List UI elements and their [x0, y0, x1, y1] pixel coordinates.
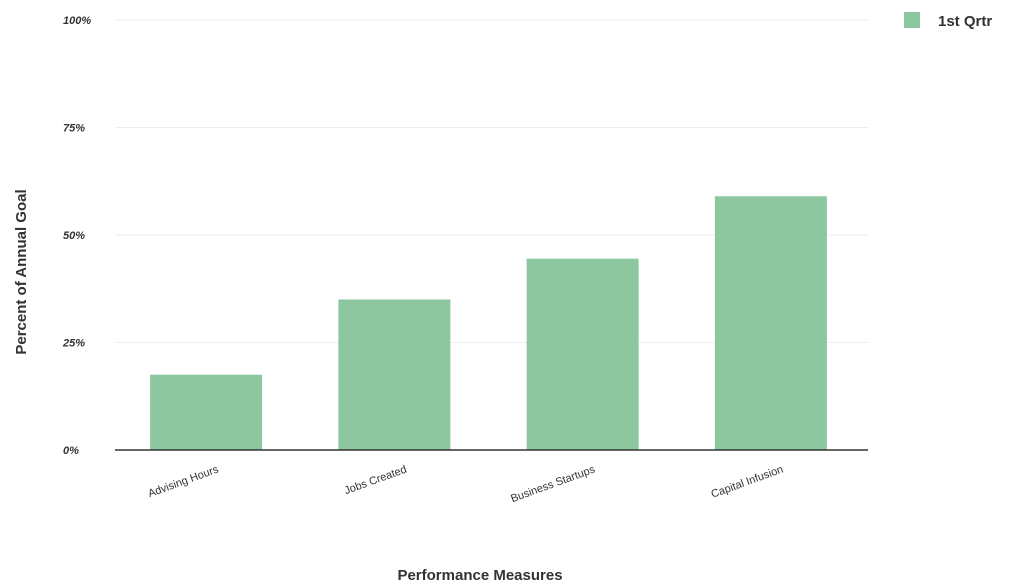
x-category-label: Capital Infusion	[710, 464, 785, 501]
y-tick-label: 100%	[63, 15, 91, 27]
x-category-labels: Advising Hours Jobs Created Business Start…	[147, 463, 785, 505]
bar-jobs-created	[338, 299, 451, 450]
x-axis-title: Performance Measures	[397, 567, 562, 584]
legend-label: 1st Qrtr	[938, 13, 992, 30]
legend: 1st Qrtr	[904, 12, 992, 30]
y-axis-title: Percent of Annual Goal	[13, 189, 30, 354]
x-category-label: Advising Hours	[147, 463, 221, 500]
bar-capital-infusion	[714, 196, 827, 450]
y-tick-label: 75%	[63, 123, 85, 135]
legend-swatch	[904, 12, 920, 28]
y-tick-label: 0%	[63, 445, 79, 457]
y-tick-label: 50%	[63, 230, 85, 242]
x-category-label: Jobs Created	[343, 464, 409, 498]
y-tick-label: 25%	[62, 338, 85, 350]
x-category-label: Business Startups	[509, 463, 597, 505]
bar-advising-hours	[150, 374, 263, 450]
bars	[150, 196, 827, 450]
bar-business-startups	[526, 258, 639, 450]
y-tick-labels: 0% 25% 50% 75% 100%	[62, 15, 91, 457]
